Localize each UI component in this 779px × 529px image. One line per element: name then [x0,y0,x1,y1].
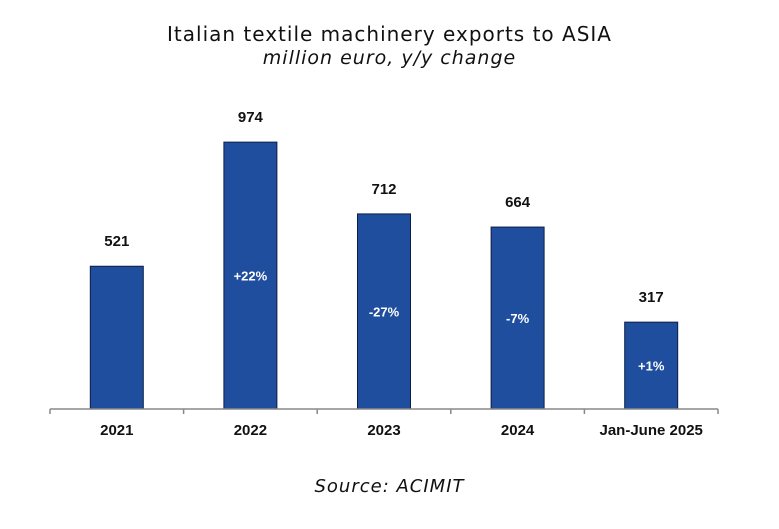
change-label: +22% [234,269,268,284]
bars-layer [89,141,679,410]
data-label: 664 [505,194,531,211]
axis-layer [49,408,719,414]
bar-2021 [89,265,144,410]
change-label: -27% [369,304,400,319]
change-label: -7% [506,311,530,326]
source-note: Source: ACIMIT [314,476,465,497]
x-tick-label: 2024 [501,422,535,439]
data-label: 521 [104,233,129,250]
chart-title: Italian textile machinery exports to ASI… [167,22,612,46]
x-tick-label: 2023 [367,422,400,439]
data-label: 974 [238,109,264,126]
x-tick-label: 2021 [100,422,133,439]
bar-2022 [223,141,278,410]
change-label: +1% [638,359,665,374]
data-label: 712 [371,181,396,198]
labels-layer: 521 2021 974 +22% 2022 712 -27% 2023 664 -7% 2024 3… [100,109,703,439]
x-tick-label: 2022 [234,422,267,439]
chart-subtitle: million euro, y/y change [262,47,517,69]
data-label: 317 [639,289,664,306]
x-tick-label: Jan-June 2025 [600,422,703,439]
